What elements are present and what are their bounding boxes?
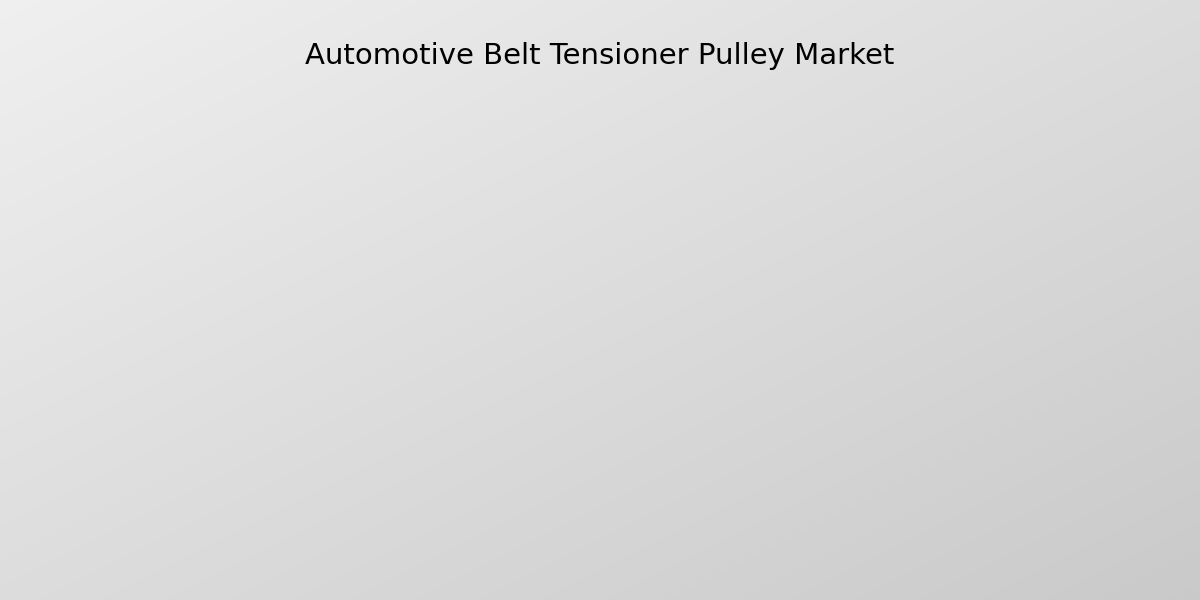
- Bar: [522, 255, 566, 528]
- Bar: [602, 244, 646, 528]
- Y-axis label: Market Value in USD Billion: Market Value in USD Billion: [64, 190, 82, 434]
- Bar: [922, 207, 966, 528]
- Text: 4.09: 4.09: [366, 254, 402, 272]
- Bar: [362, 275, 406, 528]
- Bar: [762, 227, 806, 528]
- Bar: [442, 266, 486, 528]
- Bar: [1002, 188, 1046, 528]
- Bar: [1082, 170, 1126, 528]
- Bar: [282, 290, 326, 528]
- Text: Automotive Belt Tensioner Pulley Market: Automotive Belt Tensioner Pulley Market: [305, 42, 895, 70]
- Bar: [202, 306, 246, 528]
- Circle shape: [1001, 47, 1099, 145]
- Text: 5.8: 5.8: [1091, 148, 1117, 166]
- Bar: [842, 217, 886, 528]
- Text: 4.25: 4.25: [445, 244, 482, 262]
- Bar: [122, 315, 166, 528]
- Bar: [682, 235, 726, 528]
